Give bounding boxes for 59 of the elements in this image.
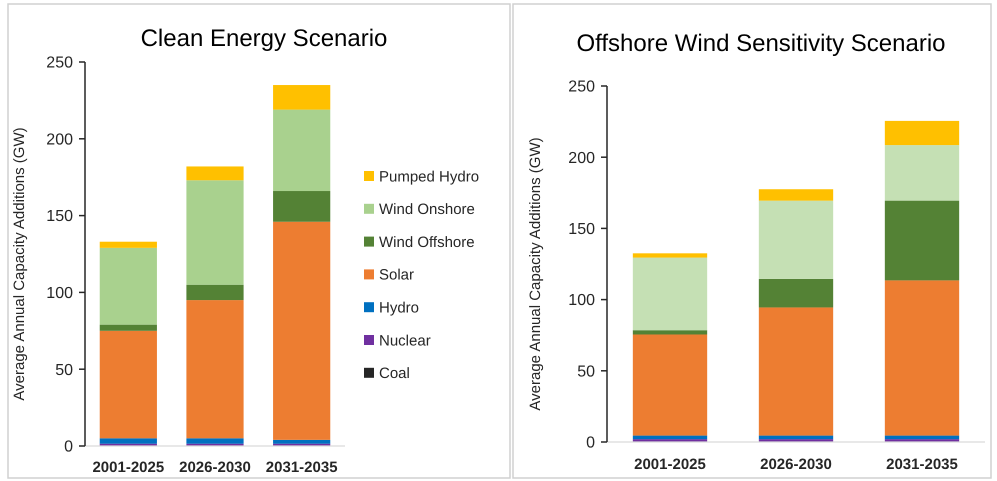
bar [884, 120, 960, 146]
y-tick-label: 250 [568, 78, 596, 96]
bar [632, 258, 708, 330]
legend-label: Hydro [379, 299, 420, 316]
bar [884, 280, 960, 436]
bar [186, 180, 244, 285]
legend-label: Solar [379, 266, 414, 284]
bar [884, 436, 960, 440]
y-tick-label: 200 [568, 150, 596, 167]
bar [186, 438, 244, 444]
bar [758, 189, 834, 201]
y-tick-label: 200 [46, 131, 74, 148]
bar [186, 284, 244, 300]
y-tick-label: 150 [568, 221, 596, 238]
y-tick-label: 50 [55, 362, 74, 379]
x-tick-label: 2001-2025 [92, 459, 164, 476]
bar [758, 200, 834, 279]
bar [273, 440, 330, 444]
bar [273, 110, 330, 192]
bar [758, 278, 834, 308]
x-tick-label: 2001-2025 [634, 456, 706, 473]
y-tick-label: 0 [64, 438, 74, 456]
bar [100, 324, 157, 331]
x-tick-label: 2031-2035 [886, 456, 958, 473]
y-tick-label: 250 [46, 54, 74, 72]
bar [632, 436, 708, 440]
bar [100, 438, 157, 444]
y-axis-title: Average Annual Capacity Additions (GW) [11, 127, 28, 401]
y-axis-title: Average Annual Capacity Additions (GW) [527, 137, 544, 411]
bar [632, 334, 708, 436]
y-tick-label: 0 [586, 434, 596, 452]
bar [758, 307, 834, 436]
y-tick-label: 100 [568, 292, 596, 310]
bar [273, 85, 330, 110]
bar [884, 200, 960, 280]
bar [100, 330, 157, 438]
legend-label: Wind Onshore [379, 201, 475, 218]
bar [100, 242, 157, 248]
bar [632, 330, 708, 334]
bar [884, 145, 960, 201]
bar [100, 248, 157, 325]
bar [632, 253, 708, 258]
bar [186, 300, 244, 438]
y-tick-label: 100 [46, 285, 74, 302]
bar [273, 191, 330, 222]
bar [758, 436, 834, 440]
y-tick-label: 50 [577, 363, 596, 380]
x-tick-label: 2026-2030 [760, 456, 832, 473]
legend-label: Nuclear [379, 332, 431, 350]
bar [186, 166, 244, 180]
y-tick-label: 150 [46, 208, 74, 226]
chart-title: Clean Energy Scenario [140, 25, 388, 52]
x-tick-label: 2031-2035 [266, 459, 338, 476]
chart-title: Offshore Wind Sensitivity Scenario [576, 30, 946, 57]
legend-label: Wind Offshore [379, 234, 475, 251]
legend-label: Pumped Hydro [379, 168, 480, 186]
legend-label: Coal [379, 365, 410, 382]
x-tick-label: 2026-2030 [179, 459, 251, 476]
bar [273, 222, 330, 440]
